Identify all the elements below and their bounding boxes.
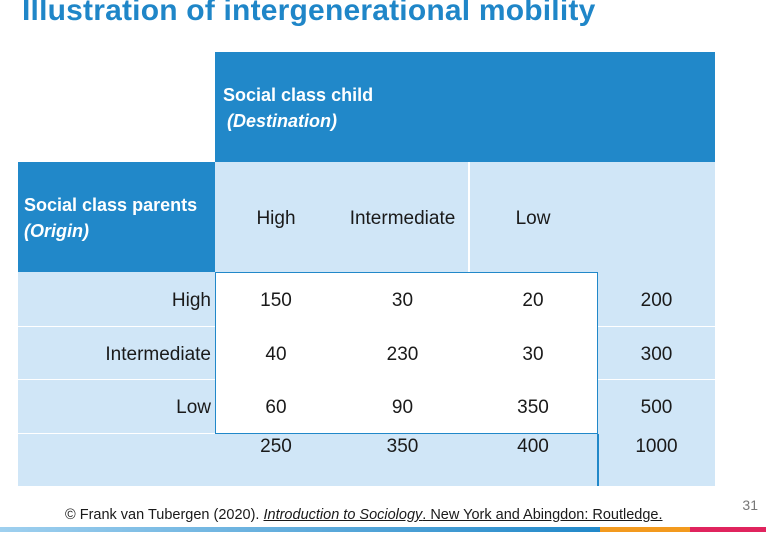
cell-low-low: 350 [517, 397, 549, 418]
cell-high-intermediate: 30 [391, 290, 414, 311]
total-column-divider [597, 434, 599, 486]
cell-intermediate-high: 40 [265, 343, 287, 365]
col-total-low: 400 [517, 436, 549, 457]
slide-title: Illustration of intergenerational mobili… [22, 0, 596, 27]
origin-header: Social class parents [24, 195, 198, 215]
cell-intermediate-intermediate: 230 [386, 343, 419, 365]
grand-total: 1000 [635, 436, 678, 457]
destination-header-cell: Social class child (Destination) [215, 52, 715, 162]
col-total-high: 250 [260, 436, 292, 457]
col-label-intermediate: Intermediate [349, 208, 456, 229]
cell-low-high: 60 [265, 397, 287, 418]
column-total-row [215, 433, 598, 486]
row-label-intermediate: Intermediate [105, 343, 211, 365]
column-label-row [215, 162, 715, 272]
cell-low-intermediate: 90 [391, 397, 414, 418]
row-total-intermediate: 300 [640, 343, 673, 365]
row-label-low: Low [176, 397, 211, 418]
cell-high-low: 20 [522, 290, 544, 311]
row-total-low: 500 [640, 397, 673, 418]
citation-book-title: Introduction to Sociology [263, 507, 423, 523]
citation-publisher: . New York and Abingdon: Routledge. [422, 507, 663, 523]
cell-high-high: 150 [260, 290, 292, 311]
origin-header-cell: Social class parents (Origin) [18, 162, 215, 272]
citation: © Frank van Tubergen (2020). Introductio… [65, 507, 663, 523]
header-separator [468, 162, 470, 272]
origin-subheader: (Origin) [24, 221, 89, 241]
row-label-high: High [171, 290, 211, 311]
col-total-intermediate: 350 [386, 436, 419, 457]
destination-header: Social class child [223, 85, 374, 105]
footer-bar-red [690, 527, 766, 532]
row-total-high: 200 [640, 290, 673, 311]
col-label-low: Low [515, 208, 551, 229]
footer-bar-orange [600, 527, 690, 532]
cell-intermediate-low: 30 [522, 343, 544, 365]
page-number: 31 [742, 497, 758, 513]
col-label-high: High [256, 208, 296, 229]
footer-bar-blue [0, 527, 600, 532]
citation-prefix: © Frank van Tubergen (2020). [65, 507, 264, 523]
destination-subheader: (Destination) [227, 111, 337, 131]
